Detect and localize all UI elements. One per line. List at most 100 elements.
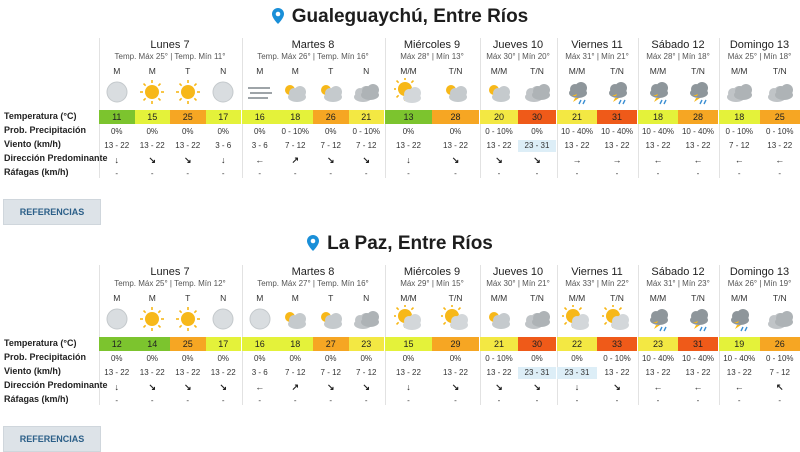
- gust-value: -: [432, 395, 479, 407]
- sun-cloud-icon: [385, 305, 432, 335]
- wind-value: 13 - 22: [99, 367, 135, 379]
- temp-min: Mín 21°: [522, 279, 550, 288]
- period-label: T/N: [597, 293, 637, 303]
- temperature-cell: 23: [638, 337, 678, 351]
- day-name: Miércoles 9: [385, 265, 479, 279]
- gust-value: -: [480, 395, 518, 407]
- partly-cloudy-icon: [480, 305, 518, 335]
- gust-value: -: [170, 395, 206, 407]
- day-name: Lunes 7: [99, 265, 241, 279]
- temp-min: Temp. Mín 16°: [317, 279, 369, 288]
- period-label: M/M: [638, 293, 678, 303]
- temp-max: Temp. Máx 27°: [257, 279, 310, 288]
- precip-value: 0%: [170, 353, 206, 365]
- gust-value: -: [349, 395, 385, 407]
- gust-value: -: [597, 395, 637, 407]
- day-name: Domingo 13: [719, 265, 800, 279]
- precip-value: 0%: [313, 353, 349, 365]
- temperature-cell: 19: [719, 337, 760, 351]
- moon-cloud-icon: [99, 305, 135, 335]
- sun-cloud-icon: [597, 305, 637, 335]
- partly-cloudy-icon: [313, 305, 349, 335]
- precip-value: 0%: [99, 353, 135, 365]
- wind-value: 13 - 22: [432, 367, 479, 379]
- day-min-max: Máx 31° | Mín 23°: [638, 279, 718, 289]
- precip-value: 0%: [278, 353, 314, 365]
- period-label: M/M: [719, 293, 760, 303]
- temperature-cell: 16: [242, 337, 278, 351]
- gust-value: -: [678, 395, 718, 407]
- precip-value: 0%: [242, 353, 278, 365]
- wind-direction-arrow: ↘: [206, 381, 242, 393]
- wind-direction-arrow: ←: [678, 381, 718, 393]
- label-direction: Dirección Predominante: [4, 379, 108, 391]
- day-min-max: Máx 30° | Mín 21°: [480, 279, 556, 289]
- wind-direction-arrow: ↓: [99, 381, 135, 393]
- gust-value: -: [313, 395, 349, 407]
- wind-direction-arrow: ↘: [597, 381, 637, 393]
- period-label: T: [170, 293, 206, 303]
- wind-value: 23 - 31: [518, 367, 556, 379]
- label-gusts: Ráfagas (km/h): [4, 393, 69, 405]
- day-name: Sábado 12: [638, 265, 718, 279]
- temperature-cell: 12: [99, 337, 135, 351]
- precip-value: 0%: [206, 353, 242, 365]
- sun-cloud-icon: [432, 305, 479, 335]
- day-name: Jueves 10: [480, 265, 556, 279]
- period-label: M/M: [480, 293, 518, 303]
- wind-value: 13 - 22: [597, 367, 637, 379]
- wind-value: 7 - 12: [313, 367, 349, 379]
- moon-cloud-icon: [206, 305, 242, 335]
- gust-value: -: [99, 395, 135, 407]
- precip-value: 0%: [349, 353, 385, 365]
- wind-value: 13 - 22: [638, 367, 678, 379]
- wind-direction-arrow: ↖: [760, 381, 800, 393]
- gust-value: -: [206, 395, 242, 407]
- period-label: M: [278, 293, 314, 303]
- precip-value: 0%: [518, 353, 556, 365]
- temp-max: Máx 31°: [646, 279, 675, 288]
- period-label: N: [349, 293, 385, 303]
- day-min-max: Máx 29° | Mín 15°: [385, 279, 479, 289]
- wind-value: 13 - 22: [385, 367, 432, 379]
- temperature-cell: 26: [760, 337, 800, 351]
- precip-value: 0%: [557, 353, 597, 365]
- temp-max: Temp. Máx 25°: [114, 279, 167, 288]
- period-label: T/N: [678, 293, 718, 303]
- temperature-cell: 31: [678, 337, 718, 351]
- wind-value: 13 - 22: [206, 367, 242, 379]
- temp-max: Máx 29°: [400, 279, 429, 288]
- precip-value: 10 - 40%: [678, 353, 718, 365]
- precip-value: 0%: [135, 353, 171, 365]
- period-label: N: [206, 293, 242, 303]
- day-min-max: Temp. Máx 25° | Temp. Mín 12°: [99, 279, 241, 289]
- period-label: T/N: [760, 293, 800, 303]
- wind-direction-arrow: ←: [638, 381, 678, 393]
- gust-value: -: [719, 395, 760, 407]
- temp-min: Mín 19°: [764, 279, 792, 288]
- temperature-cell: 25: [170, 337, 206, 351]
- gust-value: -: [518, 395, 556, 407]
- temperature-cell: 29: [432, 337, 479, 351]
- wind-direction-arrow: ↘: [480, 381, 518, 393]
- gust-value: -: [278, 395, 314, 407]
- wind-value: 23 - 31: [557, 367, 597, 379]
- wind-value: 7 - 12: [278, 367, 314, 379]
- references-button[interactable]: REFERENCIAS: [3, 426, 101, 452]
- temp-min: Mín 15°: [436, 279, 464, 288]
- period-label: M/M: [385, 293, 432, 303]
- sun-icon: [135, 305, 171, 335]
- gust-value: -: [242, 395, 278, 407]
- period-label: M: [242, 293, 278, 303]
- day-name: Martes 8: [242, 265, 384, 279]
- cloudy-icon: [760, 305, 800, 335]
- period-label: M/M: [557, 293, 597, 303]
- temperature-cell: 15: [385, 337, 432, 351]
- cloudy-icon: [349, 305, 385, 335]
- temperature-cell: 33: [597, 337, 637, 351]
- temperature-cell: 23: [349, 337, 385, 351]
